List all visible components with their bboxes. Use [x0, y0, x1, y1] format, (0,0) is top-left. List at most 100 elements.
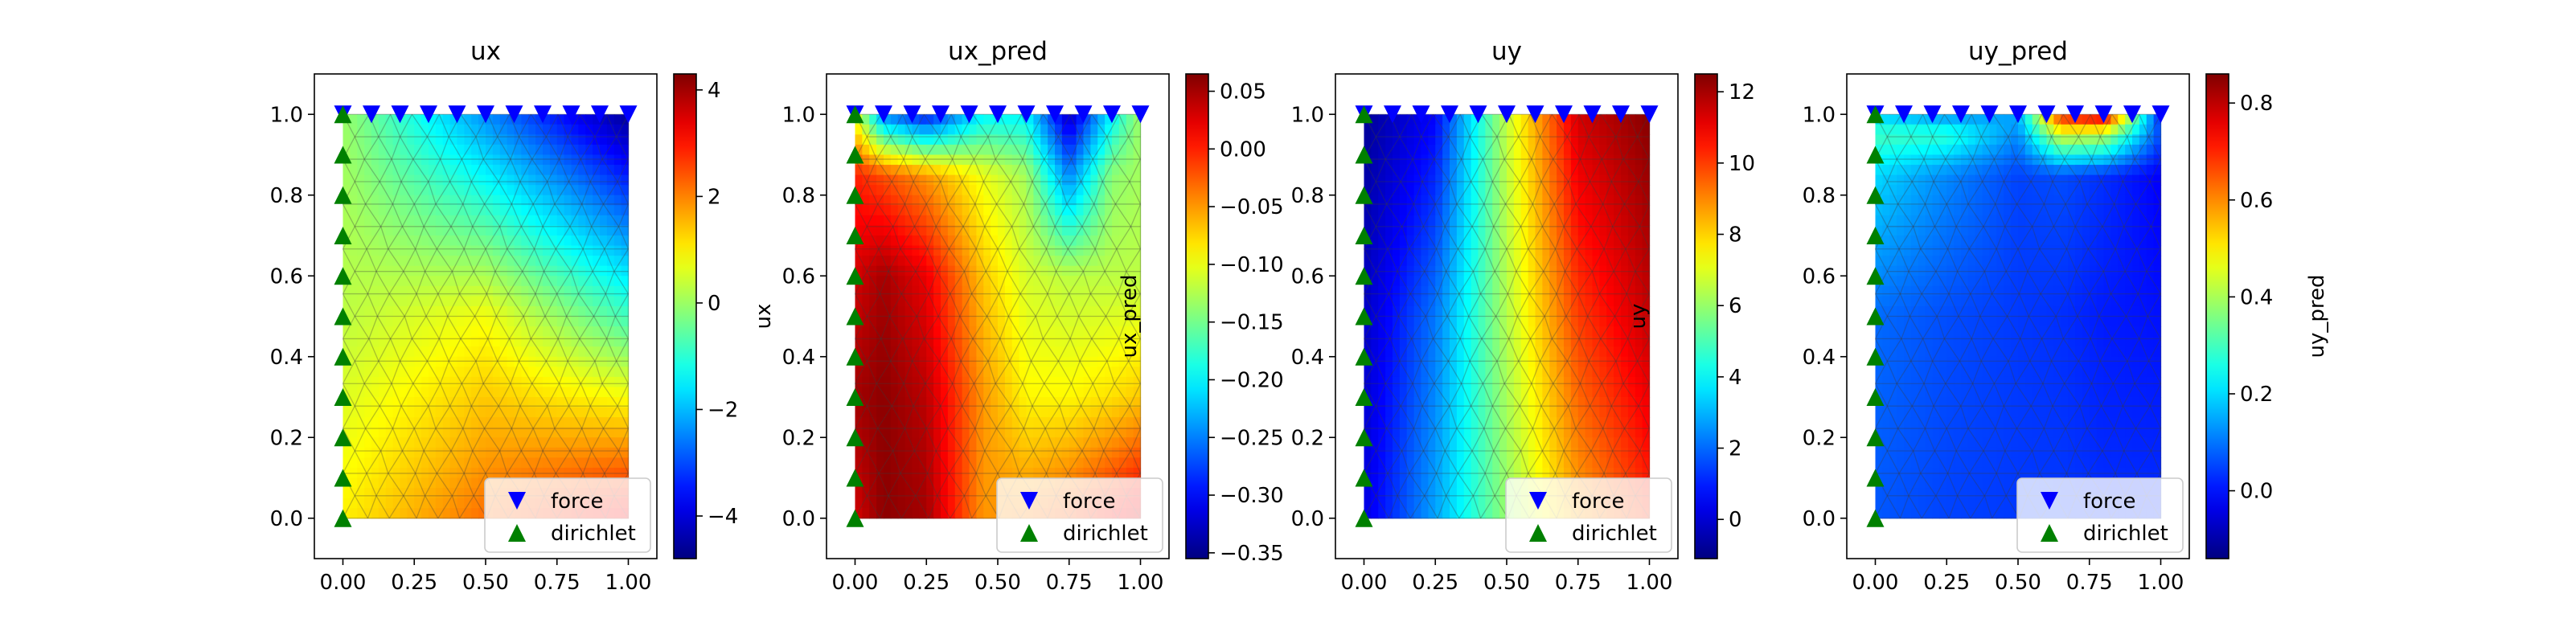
heat-cell — [464, 296, 472, 307]
heat-cell — [606, 205, 615, 216]
heat-cell — [1112, 154, 1120, 166]
heat-cell — [578, 256, 586, 267]
heat-cell — [1471, 245, 1479, 256]
heat-cell — [606, 457, 615, 469]
heat-cell — [1033, 144, 1041, 156]
heat-cell — [947, 508, 956, 519]
heat-cell — [855, 225, 863, 236]
heat-cell — [400, 124, 408, 135]
heat-cell — [564, 356, 572, 367]
heat-cell — [471, 326, 479, 338]
heat-cell — [535, 124, 544, 135]
heat-cell — [991, 296, 999, 307]
heat-cell — [904, 316, 913, 327]
heat-cell — [457, 407, 465, 418]
heat-cell — [926, 326, 934, 338]
heat-cell — [1570, 276, 1579, 287]
heat-cell — [449, 134, 458, 145]
heat-cell — [1428, 245, 1436, 256]
mesh-edge — [438, 316, 449, 339]
heat-cell — [1471, 235, 1479, 247]
heat-cell — [897, 225, 906, 236]
heat-cell — [1090, 296, 1098, 307]
heat-cell — [884, 124, 892, 135]
heat-cell — [904, 427, 913, 438]
heat-cell — [457, 265, 465, 276]
heat-cell — [556, 185, 565, 196]
heat-cell — [1585, 154, 1594, 166]
heat-cell — [904, 367, 913, 378]
heat-cell — [578, 205, 586, 216]
heat-cell — [926, 215, 934, 227]
heat-cell — [378, 447, 387, 458]
heat-cell — [429, 356, 437, 367]
heat-cell — [933, 165, 941, 176]
heat-cell — [400, 427, 408, 438]
heat-cell — [613, 387, 622, 398]
heat-cell — [919, 346, 927, 358]
heat-cell — [1585, 245, 1594, 256]
heat-cell — [478, 457, 486, 469]
heat-cell — [621, 356, 630, 367]
mesh-edge — [580, 360, 596, 384]
heat-cell — [1033, 165, 1041, 176]
heat-cell — [421, 215, 429, 227]
mesh-edge — [473, 271, 487, 294]
mesh-edge — [495, 293, 509, 317]
heat-cell — [571, 174, 579, 186]
heat-cell — [962, 346, 970, 358]
heat-cell — [1061, 215, 1070, 227]
heat-cell — [492, 305, 501, 317]
heat-cell — [621, 174, 630, 186]
heat-cell — [947, 488, 956, 499]
heat-cell — [976, 154, 984, 166]
heat-cell — [983, 326, 991, 338]
heat-cell — [862, 215, 870, 227]
heat-cell — [1033, 245, 1041, 256]
mesh-edge — [535, 293, 546, 317]
heat-cell — [862, 165, 870, 176]
heat-cell — [556, 336, 565, 347]
heat-cell — [378, 174, 387, 186]
heat-cell — [371, 305, 379, 317]
heat-cell — [983, 134, 991, 145]
heat-cell — [869, 256, 877, 267]
heat-cell — [571, 114, 579, 125]
mesh-edge — [391, 136, 401, 160]
heat-cell — [507, 225, 515, 236]
heat-cell — [1033, 397, 1041, 408]
heat-cell — [556, 174, 565, 186]
heat-cell — [947, 427, 956, 438]
mesh-edge — [601, 360, 617, 384]
mesh-edge — [388, 495, 404, 519]
heat-cell — [1413, 245, 1422, 256]
heat-cell — [983, 185, 991, 196]
mesh-edge — [568, 405, 583, 429]
heat-cell — [385, 134, 394, 145]
heat-cell — [385, 376, 394, 388]
heat-cell — [585, 316, 593, 327]
heat-cell — [1097, 174, 1105, 186]
heat-cell — [998, 134, 1006, 145]
heat-cell — [1040, 256, 1048, 267]
heat-cell — [1485, 114, 1493, 125]
mesh-edge — [579, 113, 596, 137]
heat-cell — [378, 256, 387, 267]
heat-cell — [442, 387, 451, 398]
mesh-edge — [413, 405, 429, 429]
heat-cell — [1557, 205, 1565, 216]
heat-cell — [869, 467, 877, 479]
heat-cell — [1133, 185, 1142, 196]
mesh-edge — [368, 316, 379, 339]
heat-cell — [919, 467, 927, 479]
heat-cell — [507, 114, 515, 125]
heat-cell — [606, 417, 615, 428]
heat-cell — [1371, 205, 1379, 216]
heat-cell — [947, 134, 956, 145]
heat-cell — [876, 205, 884, 216]
heat-cell — [1614, 174, 1622, 186]
heat-cell — [1399, 285, 1408, 297]
heat-cell — [954, 447, 963, 458]
mesh-edge — [613, 248, 630, 272]
mesh-edge — [614, 293, 630, 317]
